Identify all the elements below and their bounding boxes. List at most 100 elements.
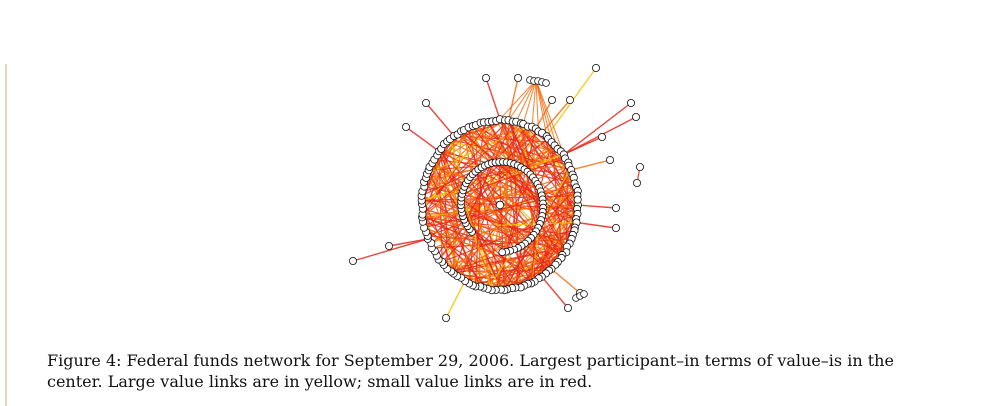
link [422, 157, 566, 192]
network-node [632, 179, 641, 188]
link [527, 229, 575, 242]
link [498, 161, 505, 291]
link [499, 79, 537, 120]
link [421, 195, 458, 277]
network-node [481, 73, 490, 82]
link [426, 126, 529, 175]
link [535, 79, 565, 155]
pendant-link [541, 276, 569, 309]
network-node [563, 303, 572, 312]
link [465, 222, 570, 245]
network-node [597, 133, 606, 142]
link [531, 79, 537, 127]
link [515, 79, 537, 122]
link [505, 128, 537, 252]
link [465, 222, 532, 284]
link [449, 138, 572, 171]
network-node [422, 99, 431, 108]
network-figure [340, 60, 660, 335]
link [469, 228, 497, 291]
network-node [565, 96, 574, 105]
link [453, 145, 556, 274]
link [461, 197, 550, 271]
link [502, 161, 562, 259]
link [481, 166, 578, 215]
link [472, 125, 500, 163]
pendant-link [445, 280, 466, 319]
network-node [402, 123, 411, 132]
network-node [611, 203, 620, 212]
link [475, 124, 504, 163]
pendant-link [576, 221, 617, 229]
network-node [573, 195, 582, 204]
federal-funds-network-graph [348, 64, 644, 322]
link [522, 79, 537, 125]
pendant-link [577, 204, 617, 209]
pendant-link [551, 268, 581, 294]
network-node [542, 79, 550, 87]
network-node [442, 313, 451, 322]
link [535, 79, 553, 143]
link [422, 207, 544, 218]
link [461, 157, 566, 195]
link [524, 165, 569, 170]
link [542, 169, 572, 213]
link [421, 216, 473, 233]
link [520, 218, 577, 288]
network-node [498, 248, 507, 257]
pendant-link [571, 159, 611, 171]
link [480, 167, 562, 259]
network-links [352, 67, 641, 319]
margin-rule [5, 64, 7, 406]
pendant-link [425, 102, 455, 137]
link [480, 268, 552, 287]
link [441, 231, 473, 263]
network-node [513, 73, 522, 82]
network-node [611, 223, 620, 232]
link [422, 213, 563, 256]
link [535, 79, 548, 137]
link [484, 123, 524, 166]
center-node [495, 200, 505, 210]
pendant-link [405, 126, 440, 152]
link [467, 221, 577, 227]
network-node [626, 99, 635, 108]
link [461, 153, 565, 195]
network-node [635, 163, 644, 172]
link [449, 138, 465, 188]
pendant-link [485, 77, 501, 120]
link [530, 237, 547, 274]
network-node [631, 113, 640, 122]
pendant-link [352, 238, 428, 262]
link [474, 167, 482, 287]
link [520, 123, 525, 170]
link [432, 162, 543, 217]
figure-caption: Figure 4: Federal funds network for Sept… [47, 351, 894, 391]
link [540, 165, 570, 192]
network-node [348, 256, 357, 265]
link [451, 230, 537, 272]
network-node [605, 156, 614, 165]
link [505, 120, 510, 252]
link [508, 79, 537, 121]
link [429, 166, 550, 271]
link [499, 118, 567, 253]
link [540, 190, 578, 197]
link [541, 132, 577, 220]
link [465, 121, 514, 224]
link [514, 245, 523, 288]
pendant-link [507, 77, 519, 121]
pendant-link [541, 99, 571, 134]
link [542, 195, 578, 213]
link [535, 79, 539, 132]
link [461, 193, 493, 291]
link [422, 212, 463, 216]
link [436, 126, 533, 257]
network-nodes [348, 64, 644, 322]
link [443, 128, 536, 145]
network-node [385, 241, 394, 250]
link [460, 130, 544, 204]
network-node [547, 96, 556, 105]
network-node [591, 64, 600, 72]
